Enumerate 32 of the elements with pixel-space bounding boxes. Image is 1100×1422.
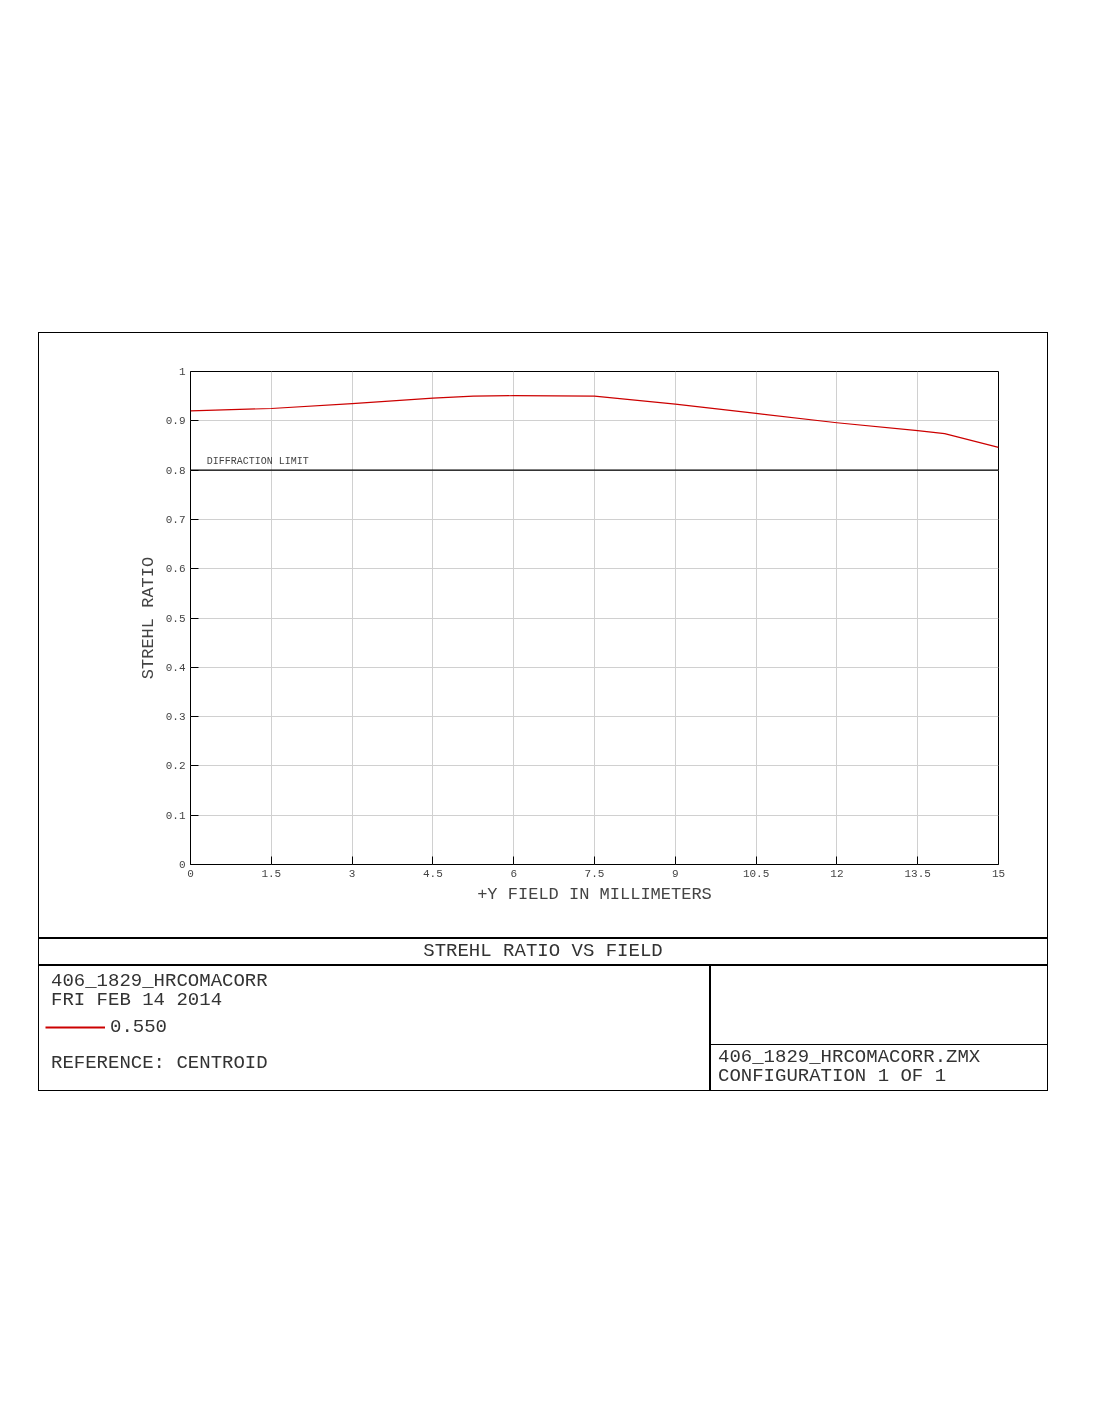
y-tick-label: 0.2 bbox=[165, 760, 186, 773]
x-tick-label: 10.5 bbox=[742, 867, 770, 880]
y-tick-label: 0.7 bbox=[165, 513, 186, 526]
x-tick-label: 12 bbox=[830, 867, 844, 880]
x-tick-label: 9 bbox=[672, 867, 679, 880]
y-axis-title: STREHL RATIO bbox=[138, 556, 158, 680]
y-tick-label: 0.3 bbox=[165, 711, 186, 724]
x-tick-label: 4.5 bbox=[423, 867, 443, 880]
x-axis-title: +Y FIELD IN MILLIMETERS bbox=[477, 884, 712, 904]
legend-label: 0.550 bbox=[110, 1016, 168, 1038]
ref-line-label: DIFFRACTION LIMIT bbox=[206, 456, 309, 468]
y-tick-label: 0 bbox=[178, 859, 186, 871]
y-tick-label: 1 bbox=[178, 366, 186, 378]
x-tick-label: 0 bbox=[187, 867, 194, 880]
x-tick-label: 13.5 bbox=[904, 867, 931, 880]
x-tick-label: 6 bbox=[510, 867, 518, 880]
x-tick-label: 3 bbox=[348, 867, 356, 880]
text: CONFIGURATION 1 OF 1 bbox=[718, 1065, 948, 1087]
text: 406_1829_HRCOMACORR bbox=[51, 970, 268, 992]
text: REFERENCE: CENTROID bbox=[50, 1051, 269, 1074]
text: STREHL RATIO VS FIELD bbox=[39, 939, 1047, 962]
text: FRI FEB 14 2014 bbox=[51, 989, 224, 1011]
y-tick-label: 0.8 bbox=[165, 464, 186, 477]
y-tick-label: 0.4 bbox=[165, 661, 186, 674]
y-tick-label: 0.6 bbox=[165, 563, 186, 576]
y-tick-label: 0.5 bbox=[165, 612, 186, 625]
text: 406_1829_HRCOMACORR.ZMX bbox=[718, 1046, 982, 1068]
x-tick-label: 1.5 bbox=[261, 867, 282, 880]
y-tick-label: 0.9 bbox=[165, 415, 186, 428]
x-tick-label: 15 bbox=[991, 867, 1006, 880]
x-tick-label: 7.5 bbox=[584, 867, 605, 880]
y-tick-label: 0.1 bbox=[165, 809, 186, 822]
